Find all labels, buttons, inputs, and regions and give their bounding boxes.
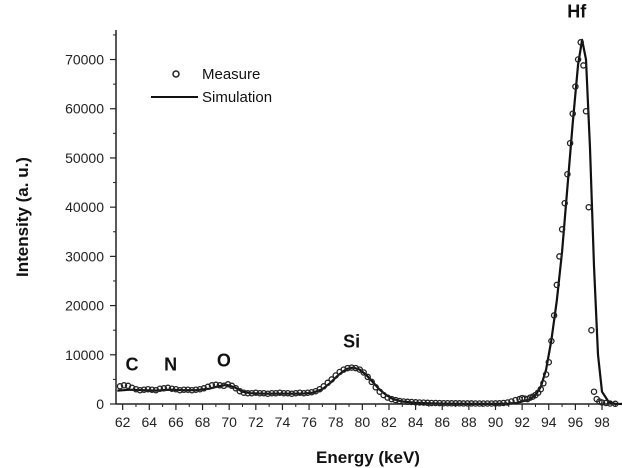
measure-point: [589, 328, 594, 333]
legend-measure-marker: [173, 71, 179, 77]
y-tick-label: 40000: [65, 199, 104, 215]
y-tick-label: 20000: [65, 298, 104, 314]
legend: Measure Simulation: [151, 66, 272, 106]
x-tick-label: 74: [275, 414, 291, 430]
y-tick-label: 50000: [65, 150, 104, 166]
peak-label: C: [125, 355, 138, 375]
annotations: C N O Si Hf: [125, 2, 587, 375]
legend-measure-label: Measure: [202, 66, 260, 83]
x-tick-label: 90: [488, 414, 504, 430]
y-axis-title: Intensity (a. u.): [13, 157, 32, 277]
x-tick-label: 88: [461, 414, 477, 430]
y-tick-label: 70000: [65, 52, 104, 68]
legend-simulation-label: Simulation: [202, 89, 272, 106]
x-tick-label: 70: [221, 414, 237, 430]
plot-area: 62 64 66 68 70 72 74 76 78 80 82 84 86 88 90 92 94 96 98 0…: [65, 2, 622, 430]
x-tick-label: 96: [568, 414, 584, 430]
x-ticks: 62 64 66 68 70 72 74 76 78 80 82 84 86 88 90 92 94 96 98: [115, 404, 615, 430]
x-tick-label: 72: [248, 414, 264, 430]
measure-point: [591, 389, 596, 394]
x-tick-label: 66: [168, 414, 184, 430]
peak-label: N: [164, 355, 177, 375]
x-tick-label: 84: [408, 414, 424, 430]
x-tick-label: 68: [195, 414, 211, 430]
y-tick-label: 0: [96, 396, 104, 412]
x-tick-label: 78: [328, 414, 344, 430]
series-layer: [117, 40, 622, 407]
y-ticks: 0 10000 20000 30000 40000 50000 60000 70000: [65, 35, 116, 412]
y-tick-label: 10000: [65, 347, 104, 363]
x-tick-label: 94: [541, 414, 557, 430]
x-tick-label: 98: [594, 414, 610, 430]
x-tick-label: 86: [434, 414, 450, 430]
measure-point: [586, 205, 591, 210]
x-tick-label: 92: [514, 414, 530, 430]
x-tick-label: 76: [301, 414, 317, 430]
x-tick-label: 64: [142, 414, 158, 430]
x-tick-label: 82: [381, 414, 397, 430]
peak-label: Si: [343, 331, 360, 351]
x-tick-label: 62: [115, 414, 131, 430]
peak-label: Hf: [567, 2, 587, 22]
y-tick-label: 60000: [65, 101, 104, 117]
x-axis-title: Energy (keV): [316, 448, 420, 467]
peak-label: O: [217, 351, 231, 371]
x-tick-label: 80: [355, 414, 371, 430]
simulation-line: [117, 40, 622, 404]
y-tick-label: 30000: [65, 248, 104, 264]
